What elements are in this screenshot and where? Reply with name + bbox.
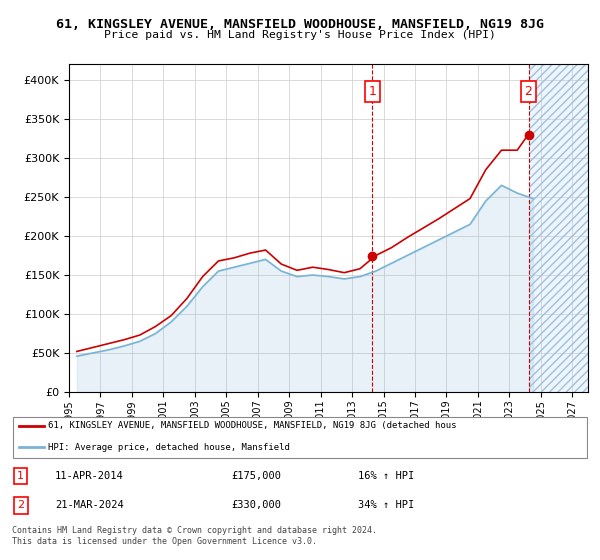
- FancyBboxPatch shape: [13, 417, 587, 458]
- Text: Contains HM Land Registry data © Crown copyright and database right 2024.
This d: Contains HM Land Registry data © Crown c…: [12, 526, 377, 546]
- Text: 34% ↑ HPI: 34% ↑ HPI: [358, 501, 414, 511]
- Text: £175,000: £175,000: [231, 471, 281, 481]
- Text: 61, KINGSLEY AVENUE, MANSFIELD WOODHOUSE, MANSFIELD, NG19 8JG (detached hous: 61, KINGSLEY AVENUE, MANSFIELD WOODHOUSE…: [48, 421, 457, 431]
- Text: 1: 1: [368, 85, 376, 98]
- Text: 2: 2: [17, 501, 24, 511]
- Text: 61, KINGSLEY AVENUE, MANSFIELD WOODHOUSE, MANSFIELD, NG19 8JG: 61, KINGSLEY AVENUE, MANSFIELD WOODHOUSE…: [56, 18, 544, 31]
- Text: Price paid vs. HM Land Registry's House Price Index (HPI): Price paid vs. HM Land Registry's House …: [104, 30, 496, 40]
- Text: 21-MAR-2024: 21-MAR-2024: [55, 501, 124, 511]
- Text: 2: 2: [524, 85, 532, 98]
- Bar: [529, 64, 588, 392]
- Bar: [529, 64, 588, 392]
- Text: 1: 1: [17, 471, 24, 481]
- Text: £330,000: £330,000: [231, 501, 281, 511]
- Text: 11-APR-2014: 11-APR-2014: [55, 471, 124, 481]
- Text: 16% ↑ HPI: 16% ↑ HPI: [358, 471, 414, 481]
- Text: HPI: Average price, detached house, Mansfield: HPI: Average price, detached house, Mans…: [48, 443, 290, 452]
